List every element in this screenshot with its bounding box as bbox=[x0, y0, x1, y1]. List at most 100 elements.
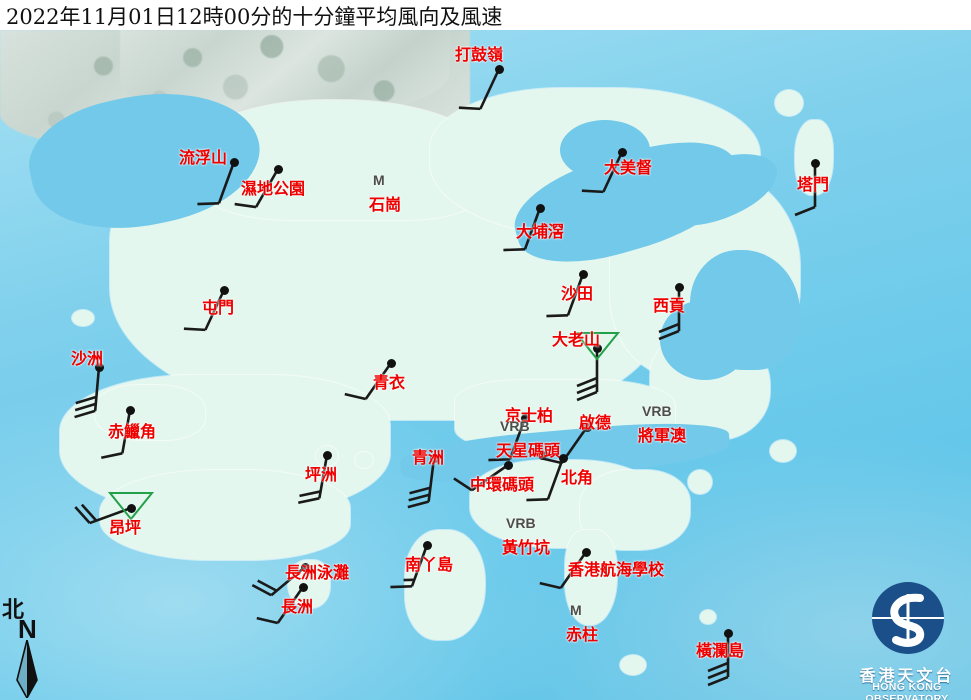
north-arrow-icon bbox=[16, 640, 38, 698]
wind-barb-tates-cairn bbox=[576, 348, 599, 402]
station-flag-stanley: M bbox=[570, 602, 582, 618]
wind-barb-lau-fau-shan bbox=[197, 161, 236, 206]
wind-barb-waglan-island bbox=[707, 633, 730, 687]
station-dot-star-ferry bbox=[537, 450, 547, 460]
wind-barb-lamma-island bbox=[390, 544, 429, 589]
wind-barb-peng-chau bbox=[298, 454, 329, 505]
station-dot-waglan-island bbox=[723, 628, 733, 638]
wind-barb-sha-chau bbox=[74, 366, 101, 419]
wind-barb-sha-tin bbox=[546, 273, 585, 318]
wind-barb-wetland-park bbox=[234, 168, 280, 209]
station-label-stanley: 赤柱 bbox=[566, 625, 599, 644]
station-label-cheung-chau: 長洲 bbox=[281, 597, 314, 616]
station-dot-tsing-yi bbox=[386, 358, 396, 368]
station-flag-shek-kong: M bbox=[373, 172, 385, 188]
station-label-wetland-park: 濕地公園 bbox=[241, 179, 306, 198]
station-dot-lamma-island bbox=[422, 540, 432, 550]
station-label-tates-cairn: 大老山 bbox=[552, 330, 601, 349]
land-tung-lung-chau bbox=[688, 470, 712, 494]
station-dot-ta-kwu-ling bbox=[494, 64, 504, 74]
station-label-ta-kwu-ling: 打鼓嶺 bbox=[455, 45, 504, 64]
compass-north-cn: 北 bbox=[2, 597, 25, 623]
station-dot-sai-kung bbox=[674, 282, 684, 292]
station-label-wong-chuk-hang: 黃竹坑 bbox=[502, 538, 551, 557]
logo-text-en: HONG KONG OBSERVATORY bbox=[865, 681, 949, 700]
station-dot-tates-cairn bbox=[592, 343, 602, 353]
wind-barb-tap-mun bbox=[794, 163, 817, 217]
water-port-shelter bbox=[660, 300, 750, 380]
compass-north-en: N bbox=[18, 614, 37, 644]
station-dot-green-island bbox=[429, 453, 439, 463]
station-dot-sha-tin bbox=[578, 269, 588, 279]
station-label-sai-kung: 西貢 bbox=[653, 296, 686, 315]
wind-barb-cheung-chau bbox=[256, 586, 305, 625]
hko-logo-icon bbox=[872, 582, 944, 654]
station-dot-sha-chau bbox=[94, 362, 104, 372]
page-title: 2022年11月01日12時00分的十分鐘平均風向及風速 bbox=[6, 5, 503, 29]
station-label-waglan-island: 橫瀾島 bbox=[696, 641, 745, 660]
station-marker-triangle-tates-cairn bbox=[573, 332, 621, 361]
wind-barb-green-island bbox=[407, 457, 436, 509]
station-dot-cheung-chau-beach bbox=[300, 562, 310, 572]
station-dot-kings-park bbox=[520, 413, 530, 423]
station-label-lau-fau-shan: 流浮山 bbox=[179, 148, 228, 167]
station-label-kings-park: 京士柏 bbox=[505, 406, 554, 425]
wind-barb-tsing-yi bbox=[344, 362, 393, 401]
station-label-sha-tin: 沙田 bbox=[561, 284, 594, 303]
station-dot-tap-mun bbox=[810, 158, 820, 168]
station-label-kai-tak: 啟德 bbox=[579, 413, 612, 432]
station-dot-wetland-park bbox=[273, 164, 283, 174]
station-label-tsing-yi: 青衣 bbox=[373, 373, 406, 392]
station-label-tuen-mun: 屯門 bbox=[202, 298, 235, 317]
land-po-toi bbox=[620, 655, 646, 675]
land-tung-ping-chau bbox=[775, 90, 803, 116]
station-dot-hk-sea-school bbox=[581, 547, 591, 557]
title-bar: 2022年11月01日12時00分的十分鐘平均風向及風速 bbox=[0, 0, 971, 30]
land-stanley-peninsula bbox=[565, 530, 617, 625]
station-flag-star-ferry: VRB bbox=[500, 418, 530, 434]
station-dot-peng-chau bbox=[322, 450, 332, 460]
station-label-green-island: 青洲 bbox=[412, 448, 445, 467]
logo-text-cn: 香港天文台 bbox=[859, 666, 955, 685]
wind-barb-north-point bbox=[526, 457, 565, 502]
station-dot-cheung-chau bbox=[298, 582, 308, 592]
land-lamma-island bbox=[405, 530, 485, 640]
station-label-hk-sea-school: 香港航海學校 bbox=[568, 560, 665, 579]
station-label-tai-po-kau: 大埔滘 bbox=[516, 222, 565, 241]
station-label-tai-mei-tuk: 大美督 bbox=[604, 158, 653, 177]
station-dot-ngong-ping bbox=[126, 503, 136, 513]
wind-barb-tai-mei-tuk bbox=[581, 151, 624, 194]
wind-barb-cheung-chau-beach bbox=[251, 566, 306, 597]
station-dot-tai-po-kau bbox=[535, 203, 545, 213]
station-label-tseung-kwan-o: 將軍澳 bbox=[638, 426, 687, 445]
land-waglan-island bbox=[700, 610, 716, 624]
station-label-star-ferry: 天星碼頭 bbox=[496, 441, 561, 460]
station-dot-cheung-chek-kok bbox=[125, 405, 135, 415]
station-label-sha-chau: 沙洲 bbox=[71, 349, 104, 368]
wind-barb-central-pier bbox=[453, 463, 509, 492]
wind-barb-cheung-chek-kok bbox=[101, 409, 132, 460]
station-label-north-point: 北角 bbox=[561, 468, 594, 487]
land-hei-ling-chau bbox=[355, 452, 373, 468]
station-label-cheung-chau-beach: 長洲泳灘 bbox=[285, 563, 350, 582]
station-marker-triangle-ngong-ping bbox=[107, 492, 155, 521]
station-dot-tai-mei-tuk bbox=[617, 147, 627, 157]
land-lantau-south bbox=[100, 470, 350, 560]
station-dot-lau-fau-shan bbox=[229, 157, 239, 167]
station-dot-tuen-mun bbox=[219, 285, 229, 295]
wind-barb-tai-po-kau bbox=[503, 207, 542, 252]
water-plover-cove bbox=[560, 120, 650, 180]
wind-barb-ta-kwu-ling bbox=[458, 68, 501, 111]
station-flag-wong-chuk-hang: VRB bbox=[506, 515, 536, 531]
station-label-shek-kong: 石崗 bbox=[369, 195, 402, 214]
land-sha-chau-island bbox=[72, 310, 94, 326]
wind-barb-kings-park bbox=[488, 417, 527, 462]
station-dot-north-point bbox=[558, 453, 568, 463]
station-label-central-pier: 中環碼頭 bbox=[470, 475, 535, 494]
wind-barb-hk-sea-school bbox=[539, 551, 588, 590]
station-label-tap-mun: 塔門 bbox=[797, 175, 830, 194]
station-label-peng-chau: 坪洲 bbox=[305, 465, 338, 484]
station-dot-kai-tak bbox=[582, 422, 592, 432]
hko-logo: 香港天文台 HONG KONG OBSERVATORY bbox=[846, 578, 968, 700]
